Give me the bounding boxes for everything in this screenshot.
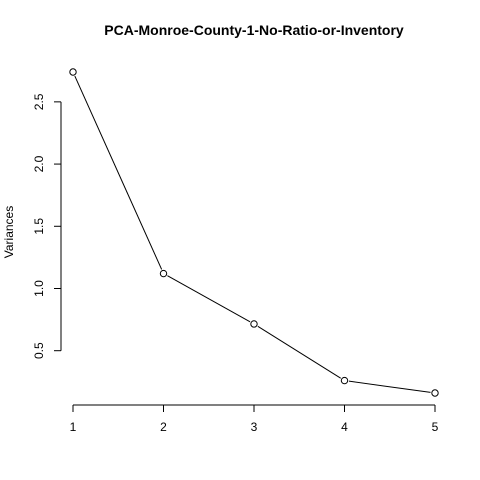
x-tick-label: 1 <box>70 420 77 434</box>
data-point <box>340 376 349 385</box>
y-axis-label: Variances <box>2 206 16 258</box>
y-tick-label: 2.0 <box>32 155 46 172</box>
series-segment <box>74 75 163 270</box>
y-tick-label: 1.5 <box>32 218 46 235</box>
data-point <box>431 389 439 397</box>
x-tick-label: 3 <box>251 420 258 434</box>
series-segment <box>257 325 341 379</box>
series-segment <box>167 275 251 323</box>
chart-title: PCA-Monroe-County-1-No-Ratio-or-Inventor… <box>104 22 404 38</box>
x-tick-label: 4 <box>341 420 348 434</box>
series-segment <box>348 380 431 393</box>
series-variances <box>69 68 439 397</box>
x-tick-label: 2 <box>160 420 167 434</box>
x-axis: 1 2 3 4 5 <box>70 404 439 434</box>
y-tick-label: 1.0 <box>32 280 46 297</box>
data-point <box>250 320 258 328</box>
y-tick-label: 2.5 <box>32 93 46 110</box>
y-axis: 0.5 1.0 1.5 2.0 2.5 <box>32 93 62 359</box>
x-tick-label: 5 <box>432 420 439 434</box>
data-point <box>159 269 168 278</box>
y-tick-label: 0.5 <box>32 342 46 359</box>
data-point <box>69 68 77 76</box>
